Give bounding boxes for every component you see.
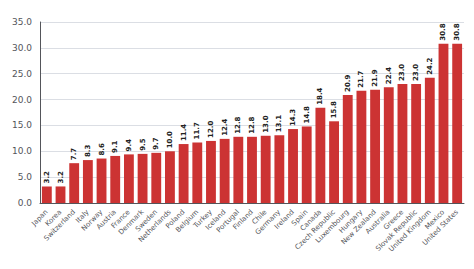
svg-text:Luxembourg: Luxembourg	[314, 208, 351, 245]
svg-text:Ireland: Ireland	[273, 208, 296, 231]
svg-text:Spain: Spain	[290, 208, 310, 228]
svg-text:Iceland: Iceland	[203, 208, 228, 232]
svg-text:Austria: Austria	[94, 208, 119, 232]
svg-text:21.9: 21.9	[371, 69, 379, 86]
svg-text:0.0: 0.0	[18, 198, 33, 208]
svg-text:Belgium: Belgium	[174, 208, 201, 235]
svg-text:12.4: 12.4	[221, 118, 229, 135]
svg-text:12.0: 12.0	[207, 121, 215, 138]
svg-text:10.0: 10.0	[166, 131, 174, 148]
svg-text:8.6: 8.6	[98, 143, 106, 156]
svg-text:25.0: 25.0	[12, 69, 32, 79]
svg-text:9.7: 9.7	[152, 137, 160, 150]
svg-text:15.0: 15.0	[12, 120, 32, 130]
svg-text:Switzerland: Switzerland	[43, 208, 77, 242]
svg-text:3.2: 3.2	[43, 171, 51, 184]
svg-text:Turkey: Turkey	[192, 208, 214, 230]
svg-text:30.8: 30.8	[439, 23, 447, 40]
svg-text:20.9: 20.9	[344, 75, 352, 92]
svg-text:12.8: 12.8	[234, 116, 242, 133]
svg-text:Slovak Republic: Slovak Republic	[374, 208, 419, 253]
svg-text:9.4: 9.4	[125, 139, 133, 152]
svg-text:11.4: 11.4	[180, 124, 188, 141]
svg-text:9.5: 9.5	[139, 138, 147, 151]
svg-text:14.8: 14.8	[303, 106, 311, 123]
svg-text:Greece: Greece	[382, 208, 406, 232]
svg-text:Sweden: Sweden	[133, 208, 160, 234]
svg-text:30.8: 30.8	[453, 23, 461, 40]
svg-text:24.2: 24.2	[426, 57, 434, 74]
svg-text:New Zealand: New Zealand	[339, 208, 378, 247]
svg-text:23.0: 23.0	[412, 64, 420, 81]
svg-text:13.0: 13.0	[262, 115, 270, 132]
svg-text:Denmark: Denmark	[117, 208, 146, 237]
svg-text:Chile: Chile	[250, 208, 269, 227]
svg-text:13.1: 13.1	[275, 115, 283, 132]
svg-text:21.7: 21.7	[357, 70, 365, 87]
svg-text:Italy: Italy	[74, 208, 91, 225]
svg-text:20.0: 20.0	[12, 95, 32, 105]
svg-text:Czech Republic: Czech Republic	[293, 208, 337, 252]
svg-text:3.2: 3.2	[57, 171, 65, 184]
svg-text:11.7: 11.7	[193, 122, 201, 139]
svg-text:9.1: 9.1	[111, 140, 119, 153]
svg-text:Poland: Poland	[164, 208, 187, 231]
svg-text:15.8: 15.8	[330, 101, 338, 118]
svg-text:10.0: 10.0	[12, 146, 32, 156]
svg-text:22.4: 22.4	[385, 67, 393, 84]
svg-text:United Kingdom: United Kingdom	[387, 208, 433, 254]
svg-text:Mexico: Mexico	[423, 208, 447, 232]
svg-text:Hungary: Hungary	[337, 208, 365, 235]
svg-text:18.4: 18.4	[316, 87, 324, 104]
svg-text:7.7: 7.7	[70, 148, 78, 161]
svg-text:35.0: 35.0	[12, 17, 32, 27]
svg-text:Australia: Australia	[364, 208, 392, 236]
svg-text:Portugal: Portugal	[215, 208, 242, 235]
svg-text:8.3: 8.3	[84, 145, 92, 158]
svg-text:Canada: Canada	[298, 208, 324, 233]
svg-text:12.8: 12.8	[248, 116, 256, 133]
svg-text:Korea: Korea	[43, 208, 64, 228]
svg-text:United States: United States	[421, 208, 460, 247]
svg-text:Finland: Finland	[231, 208, 255, 232]
svg-text:14.3: 14.3	[289, 109, 297, 126]
svg-text:23.0: 23.0	[398, 64, 406, 81]
svg-text:Japan: Japan	[30, 208, 50, 228]
svg-text:Norway: Norway	[80, 208, 105, 233]
svg-text:Germany: Germany	[253, 208, 283, 237]
svg-text:5.0: 5.0	[18, 172, 33, 182]
svg-text:30.0: 30.0	[12, 43, 32, 53]
svg-text:Netherlands: Netherlands	[137, 208, 173, 244]
svg-text:France: France	[109, 208, 132, 231]
